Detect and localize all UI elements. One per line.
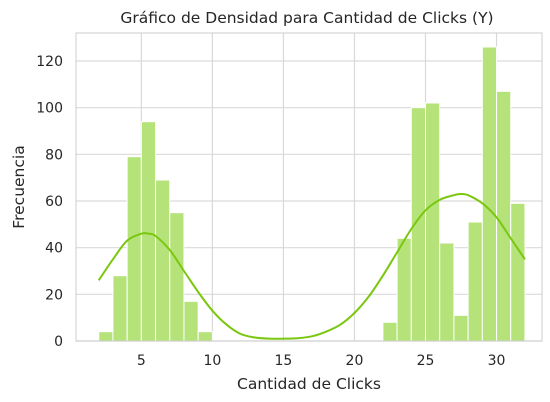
x-tick-label: 5	[137, 353, 146, 369]
y-axis-title: Frecuencia	[10, 145, 28, 228]
y-tick-label: 60	[45, 194, 63, 210]
plot-frame	[75, 32, 543, 342]
histogram-bar	[126, 156, 142, 342]
y-tick-label: 80	[45, 147, 63, 163]
histogram-bar	[510, 202, 526, 342]
histogram-bar	[439, 242, 455, 342]
y-tick-label: 0	[54, 334, 63, 350]
histogram-bar	[183, 300, 199, 342]
y-tick-label: 40	[45, 241, 63, 257]
x-tick-label: 15	[275, 353, 293, 369]
histogram-bar	[481, 46, 498, 342]
y-tick-labels: 0 20 40 60 80 100 120	[36, 54, 63, 350]
x-tick-label: 25	[417, 353, 435, 369]
kde-line	[97, 192, 526, 340]
x-tick-label: 30	[488, 353, 506, 369]
histogram-bar	[197, 331, 213, 342]
histogram-bars	[98, 46, 526, 342]
x-tick-labels: 5 10 15 20 25 30	[137, 353, 506, 369]
histogram-bar	[140, 121, 157, 342]
histogram-bar	[155, 179, 171, 342]
histogram-bar	[98, 331, 114, 342]
x-axis-title: Cantidad de Clicks	[237, 375, 381, 393]
histogram-bar	[382, 321, 398, 342]
y-tick-label: 100	[36, 101, 63, 117]
x-tick-label: 10	[203, 353, 221, 369]
y-tick-label: 20	[45, 287, 63, 303]
histogram-bar	[169, 212, 185, 342]
x-tick-label: 20	[346, 353, 364, 369]
chart-title: Gráfico de Densidad para Cantidad de Cli…	[120, 9, 493, 27]
histogram-bar	[453, 314, 469, 342]
kde-curve-group	[97, 192, 526, 340]
histogram-bar	[467, 221, 483, 342]
histogram-bar	[112, 275, 128, 342]
y-tick-label: 120	[36, 54, 63, 70]
histogram-bar	[496, 90, 512, 342]
histogram-bar	[425, 102, 441, 342]
histogram-bar	[396, 237, 412, 342]
